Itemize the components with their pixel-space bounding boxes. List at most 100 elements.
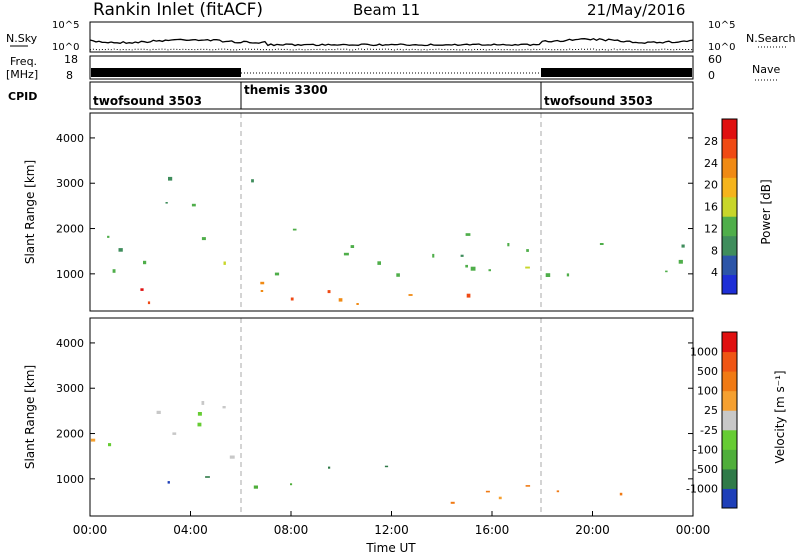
power-colorbar-cell-5 [722,177,737,198]
velocity-cell-17 [485,490,490,493]
velocity-cell-19 [328,466,331,469]
time-axis-label: Time UT [365,541,416,554]
velocity-cell-15 [619,492,623,496]
velocity-ylabel: Slant Range [km] [23,365,37,469]
power-cell-35 [292,228,297,231]
velocity-colorbar-tick-5: -100 [693,443,718,456]
velocity-colorbar-tick-3: 25 [704,404,718,417]
freq-left-tick-top: 18 [64,53,78,66]
power-cell-10 [112,269,116,273]
power-colorbar-tick-3: 16 [704,201,718,214]
velocity-colorbar-frame [721,331,738,509]
power-cell-20 [460,254,464,257]
velocity-colorbar-cell-5 [722,390,737,411]
power-cell-39 [251,179,254,183]
velocity-colorbar-tick-0: 1000 [690,346,718,359]
power-colorbar-cell-1 [722,255,737,276]
velocity-colorbar-cell-7 [722,351,737,372]
power-cell-14 [507,243,510,247]
freq-left-tick-bottom: 8 [66,69,73,82]
nsearch-label: N.Search [746,32,796,45]
power-cell-19 [118,248,123,252]
power-cell-36 [396,273,400,277]
power-cell-21 [350,245,355,248]
velocity-colorbar-tick-7: -1000 [686,482,718,495]
velocity-cell-11 [384,465,389,468]
power-cell-37 [191,203,196,207]
power-cell-31 [470,266,476,271]
nsky-label: N.Sky [6,32,38,45]
date-label: 21/May/2016 [587,1,685,19]
nave-right-tick-top: 60 [708,53,722,66]
velocity-cell-2 [172,432,177,435]
power-cell-30 [143,260,147,265]
power-colorbar-tick-6: 4 [711,266,718,279]
power-colorbar-tick-2: 20 [704,179,718,192]
velocity-colorbar: 1000 500 100 25 -25 -100 -500 -1000 [686,331,738,509]
power-colorbar-cell-2 [722,235,737,256]
velocity-cell-3 [222,406,226,409]
x-tick-label-3: 12:00 [374,523,409,537]
power-cell-18 [465,264,468,268]
velocity-cell-20 [290,483,293,486]
x-tick-label-4: 16:00 [475,523,510,537]
power-cell-24 [107,235,110,238]
velocity-x-ticks: 00:00 04:00 08:00 12:00 16:00 20:00 00:00 [73,511,711,537]
x-tick-label-1: 04:00 [173,523,208,537]
power-cell-1 [327,290,331,294]
nave-right-tick-bottom: 0 [708,69,715,82]
velocity-cell-7 [90,438,96,442]
power-ytick-label-1000: 1000 [56,268,84,281]
power-colorbar-tick-4: 12 [704,222,718,235]
power-cell-40 [165,202,168,204]
power-cell-12 [201,237,206,241]
cpid-segment-2: themis 3300 [244,83,328,97]
power-colorbar-cell-4 [722,196,737,217]
velocity-cell-6 [156,410,161,414]
noise-left-tick-bottom: 10^0 [52,42,79,53]
beam-label: Beam 11 [353,1,420,19]
power-cell-38 [168,176,173,181]
velocity-ytick-label-2000: 2000 [56,428,84,441]
power-cell-33 [343,252,349,256]
noise-strip [89,21,694,53]
power-cell-4 [147,301,151,305]
velocity-ytick-label-4000: 4000 [56,337,84,350]
power-colorbar-tick-0: 28 [704,135,718,148]
velocity-cell-1 [197,412,202,416]
velocity-ytick-label-1000: 1000 [56,473,84,486]
velocity-colorbar-cell-0 [722,488,737,509]
velocity-cell-5 [197,422,202,427]
cpid-strip-frame [89,81,694,110]
power-ytick-label-4000: 4000 [56,132,84,145]
velocity-panel: 1000 2000 3000 4000 00:00 04:00 08:00 12:00 16:… [56,317,711,537]
power-colorbar: 28 24 20 16 12 8 4 [704,118,738,295]
power-colorbar-cell-7 [722,138,737,159]
freq-band-left [91,68,241,77]
velocity-cell-9 [205,476,210,478]
power-cell-2 [260,290,264,292]
velocity-colorbar-tick-4: -25 [700,424,718,437]
x-tick-label-2: 08:00 [274,523,309,537]
cpid-segment-3: twofsound 3503 [544,94,653,108]
power-cell-0 [290,297,294,301]
power-colorbar-cell-6 [722,157,737,178]
velocity-colorbar-tick-6: -500 [693,463,718,476]
power-y-ticks: 1000 2000 3000 4000 [56,132,693,281]
power-cell-8 [408,294,413,296]
power-cell-22 [465,233,471,236]
velocity-colorbar-cell-3 [722,429,737,450]
freq-label-2: [MHz] [6,68,38,81]
power-cell-6 [356,303,359,305]
power-cell-13 [274,272,280,276]
x-tick-label-6: 00:00 [676,523,711,537]
power-cell-3 [260,281,265,285]
velocity-colorbar-cell-1 [722,468,737,489]
power-cell-26 [545,273,551,277]
power-colorbar-frame [721,118,738,295]
power-ylabel: Slant Range [km] [23,160,37,264]
velocity-ytick-label-3000: 3000 [56,382,84,395]
power-colorbar-tick-1: 24 [704,157,718,170]
velocity-colorbar-label: Velocity [m s⁻¹] [773,370,787,463]
